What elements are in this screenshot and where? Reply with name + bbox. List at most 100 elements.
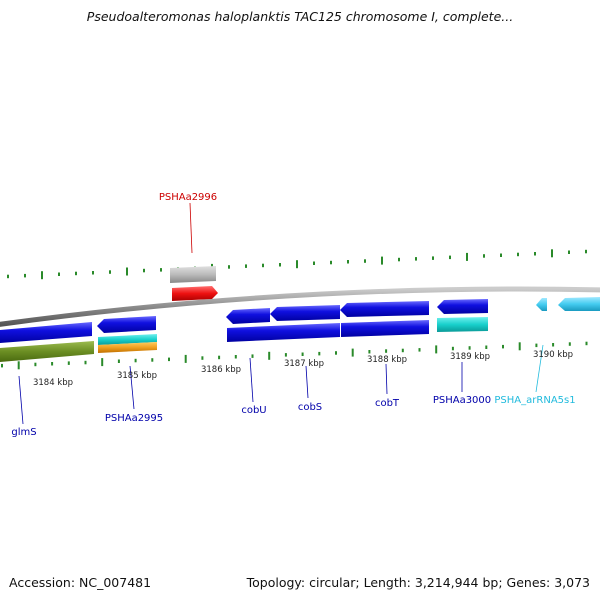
minor-tick [347,260,349,264]
minor-tick [1,363,3,368]
svg-text:cobT: cobT [375,398,400,409]
minor-tick [585,249,587,254]
major-tick [17,361,20,370]
major-tick [518,342,521,351]
gene-label-glmS[interactable]: glmS [11,375,37,438]
minor-tick [279,263,281,267]
svg-text:cobS: cobS [298,402,322,413]
feature-PSHA-arRNA5s1-upper[interactable] [536,298,547,311]
minor-tick [568,250,570,254]
gene-label-PSHAa2995[interactable]: PSHAa2995 [105,365,163,424]
major-tick [551,249,553,258]
gene-label-cobT[interactable]: cobT [375,363,400,409]
minor-tick [151,358,154,362]
minor-tick [415,257,417,261]
major-tick [126,267,128,276]
minor-tick [109,270,111,274]
minor-tick [432,256,434,260]
minor-tick [51,362,54,366]
minor-tick [385,349,388,353]
svg-text:cobU: cobU [241,405,266,416]
minor-tick [84,360,87,365]
svg-text:PSHAa2995: PSHAa2995 [105,413,163,424]
major-tick [381,256,383,265]
minor-tick [368,350,371,354]
gene-label-cobS[interactable]: cobS [298,365,322,413]
gene-label-PSHAa2996[interactable]: PSHAa2996 [159,192,217,254]
feature-right-lightblue[interactable] [558,297,600,311]
minor-tick [262,263,264,268]
major-tick [268,351,271,360]
tick-label-3186: 3186 kbp [201,365,241,375]
feature-glmS-upper[interactable] [0,322,92,343]
tick-label-3185: 3185 kbp [117,371,157,381]
minor-tick [401,348,404,353]
svg-text:glmS: glmS [11,427,36,438]
feature-PSHAa3000-cyan[interactable] [437,317,488,332]
feature-cobT-upper[interactable] [340,301,429,317]
minor-tick [284,353,287,357]
gene-label-PSHA-arRNA5s1[interactable]: PSHA_arRNA5s1 [494,344,576,406]
feature-PSHAa2995-upper[interactable] [97,316,156,333]
minor-tick [318,351,321,356]
minor-tick [160,268,162,272]
minor-tick [218,355,221,360]
feature-cobT-lower[interactable] [341,320,429,337]
minor-tick [398,257,400,262]
upper-tick-marks [7,249,587,280]
accession-text: Accession: NC_007481 [9,575,152,590]
minor-tick [245,264,247,268]
feature-cobU-upper[interactable] [226,308,270,324]
major-tick [41,271,43,280]
feature-cobS-upper[interactable] [270,305,340,321]
gene-label-cobU[interactable]: cobU [241,357,267,416]
feature-PSHAa2995-orange[interactable] [98,342,157,353]
minor-tick [251,354,254,358]
minor-tick [330,260,332,265]
tick-label-3188: 3188 kbp [367,355,407,365]
feature-glmS-green[interactable] [0,341,94,362]
minor-tick [568,342,571,346]
major-tick [351,348,354,357]
minor-tick [234,355,237,359]
minor-tick [58,272,60,276]
tick-label-3190: 3190 kbp [533,350,573,360]
tick-label-3184: 3184 kbp [33,378,73,388]
minor-tick [143,268,145,273]
minor-tick [449,255,451,260]
topology-text: Topology: circular; Length: 3,214,944 bp… [246,575,590,590]
major-tick [184,354,187,363]
minor-tick [534,252,536,256]
minor-tick [335,351,337,355]
page-title: Pseudoalteromonas haloplanktis TAC125 ch… [86,9,514,24]
minor-tick [34,362,37,367]
minor-tick [364,259,366,263]
chromosome-backbone [0,286,600,327]
minor-tick [228,265,230,269]
feature-PSHAa2996-red[interactable] [172,286,218,301]
minor-tick [67,361,70,365]
major-tick [466,252,468,261]
minor-tick [92,271,94,275]
minor-tick [535,343,538,348]
svg-text:PSHA_arRNA5s1: PSHA_arRNA5s1 [494,395,575,406]
tick-label-3187: 3187 kbp [284,359,324,369]
minor-tick [117,359,120,363]
major-tick [296,260,298,269]
gene-label-PSHAa3000[interactable]: PSHAa3000 [433,362,491,406]
feature-PSHAa2995-cyan[interactable] [98,334,157,345]
svg-text:PSHAa3000: PSHAa3000 [433,395,491,406]
minor-tick [24,273,26,278]
feature-cob-lower[interactable] [227,323,340,342]
minor-tick [451,346,454,351]
svg-text:PSHAa2996: PSHAa2996 [159,192,217,203]
minor-tick [517,252,519,257]
minor-tick [201,356,204,360]
lower-tick-marks [1,341,588,370]
feature-PSHAa3000-upper[interactable] [437,299,488,314]
major-tick [101,358,104,367]
feature-PSHAa2996-gray[interactable] [170,266,216,283]
minor-tick [485,345,488,349]
minor-tick [483,254,485,258]
